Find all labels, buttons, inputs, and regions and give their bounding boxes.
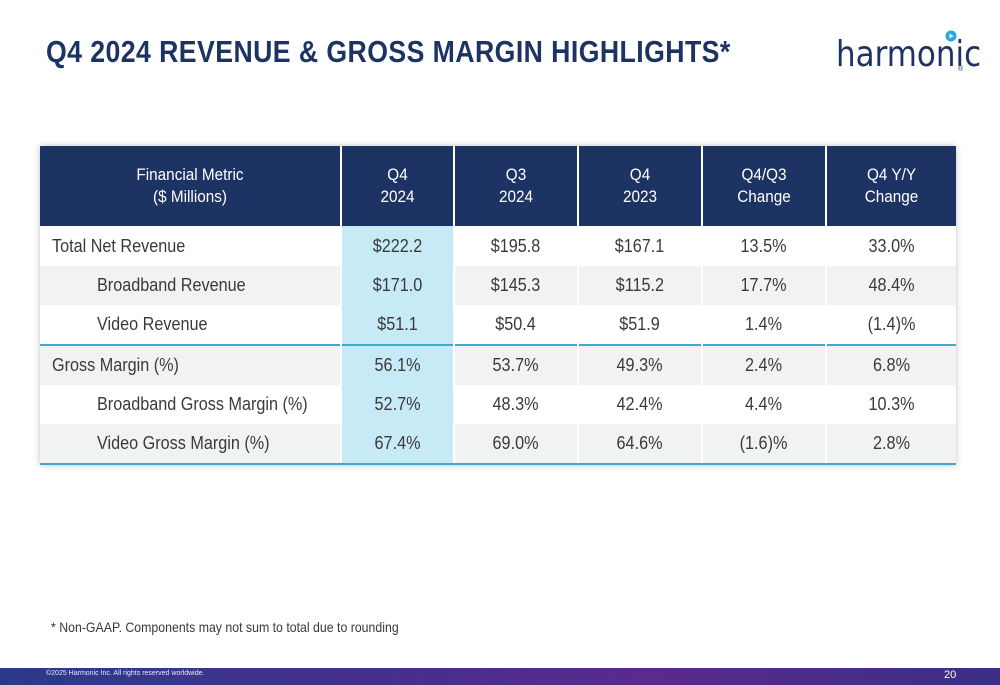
logo-wordmark: harmonic [836,34,982,75]
cell-q4-2024: 67.4% [374,433,421,453]
table-row: Broadband Revenue $171.0 $145.3 $115.2 1… [40,266,956,305]
header-yoy-change: Q4 Y/Y Change [826,146,956,226]
table-row: Total Net Revenue $222.2 $195.8 $167.1 1… [40,226,956,266]
page-number: 20 [944,669,957,681]
metric-label: Total Net Revenue [52,235,186,256]
table-row: Gross Margin (%) 56.1% 53.7% 49.3% 2.4% … [40,344,956,385]
cell-q4-2024: 52.7% [374,394,421,414]
cell-q3-2024: $195.8 [491,235,541,256]
table-row: Video Gross Margin (%) 67.4% 69.0% 64.6%… [40,424,956,465]
header-qoq-change: Q4/Q3 Change [702,146,827,226]
cell-qoq-change: 2.4% [745,355,783,375]
cell-q4-2023: $167.1 [615,235,665,256]
metric-label: Broadband Gross Margin (%) [97,394,308,414]
metric-label: Broadband Revenue [97,275,246,295]
page-title: Q4 2024 REVENUE & GROSS MARGIN HIGHLIGHT… [46,34,731,69]
header-q3-2024: Q3 2024 [454,146,579,226]
cell-q3-2024: 69.0% [493,433,539,453]
cell-q4-2024: $222.2 [372,235,423,256]
cell-q3-2024: $145.3 [491,275,541,295]
cell-q4-2024: $171.0 [372,275,423,295]
table-header-row: Financial Metric ($ Millions) Q4 2024 Q3 20… [40,146,956,226]
footnote: * Non-GAAP. Components may not sum to to… [51,619,399,635]
metric-label: Video Gross Margin (%) [97,433,270,453]
cell-q4-2024: $51.1 [377,314,418,334]
cell-q4-2023: 64.6% [617,433,663,453]
cell-q4-2023: 49.3% [617,355,663,375]
table-row: Video Revenue $51.1 $50.4 $51.9 1.4% (1.… [40,305,956,345]
cell-yoy-change: 10.3% [868,394,915,414]
footer-bar: ©2025 Harmonic Inc. All rights reserved … [0,668,1000,685]
cell-qoq-change: 17.7% [741,275,787,295]
cell-qoq-change: 4.4% [745,394,783,414]
cell-yoy-change: (1.4)% [867,314,916,334]
cell-yoy-change: 2.8% [873,433,910,453]
cell-qoq-change: 1.4% [745,314,783,334]
cell-q4-2023: $115.2 [615,275,665,295]
metric-label: Video Revenue [97,314,208,334]
cell-q3-2024: $50.4 [495,314,537,334]
cell-q3-2024: 53.7% [493,355,539,375]
cell-yoy-change: 48.4% [868,275,915,295]
copyright-text: ©2025 Harmonic Inc. All rights reserved … [46,670,205,677]
cell-q3-2024: 48.3% [493,394,539,414]
cell-qoq-change: (1.6)% [740,433,788,453]
metric-label: Gross Margin (%) [52,355,179,375]
cell-yoy-change: 6.8% [873,355,910,375]
cell-yoy-change: 33.0% [868,235,915,256]
harmonic-logo: harmonic ® [836,28,981,80]
header-financial-metric: Financial Metric ($ Millions) [40,146,342,226]
registered-mark: ® [958,66,964,73]
play-dot-icon [945,30,957,42]
cell-q4-2024: 56.1% [374,355,421,375]
cell-q4-2023: 42.4% [617,394,663,414]
header-q4-2024: Q4 2024 [341,146,455,226]
financial-highlights-table: Financial Metric ($ Millions) Q4 2024 Q3 20… [40,146,956,465]
table-row: Broadband Gross Margin (%) 52.7% 48.3% 4… [40,385,956,424]
cell-qoq-change: 13.5% [741,235,787,256]
header-q4-2023: Q4 2023 [578,146,703,226]
cell-q4-2023: $51.9 [619,314,661,334]
